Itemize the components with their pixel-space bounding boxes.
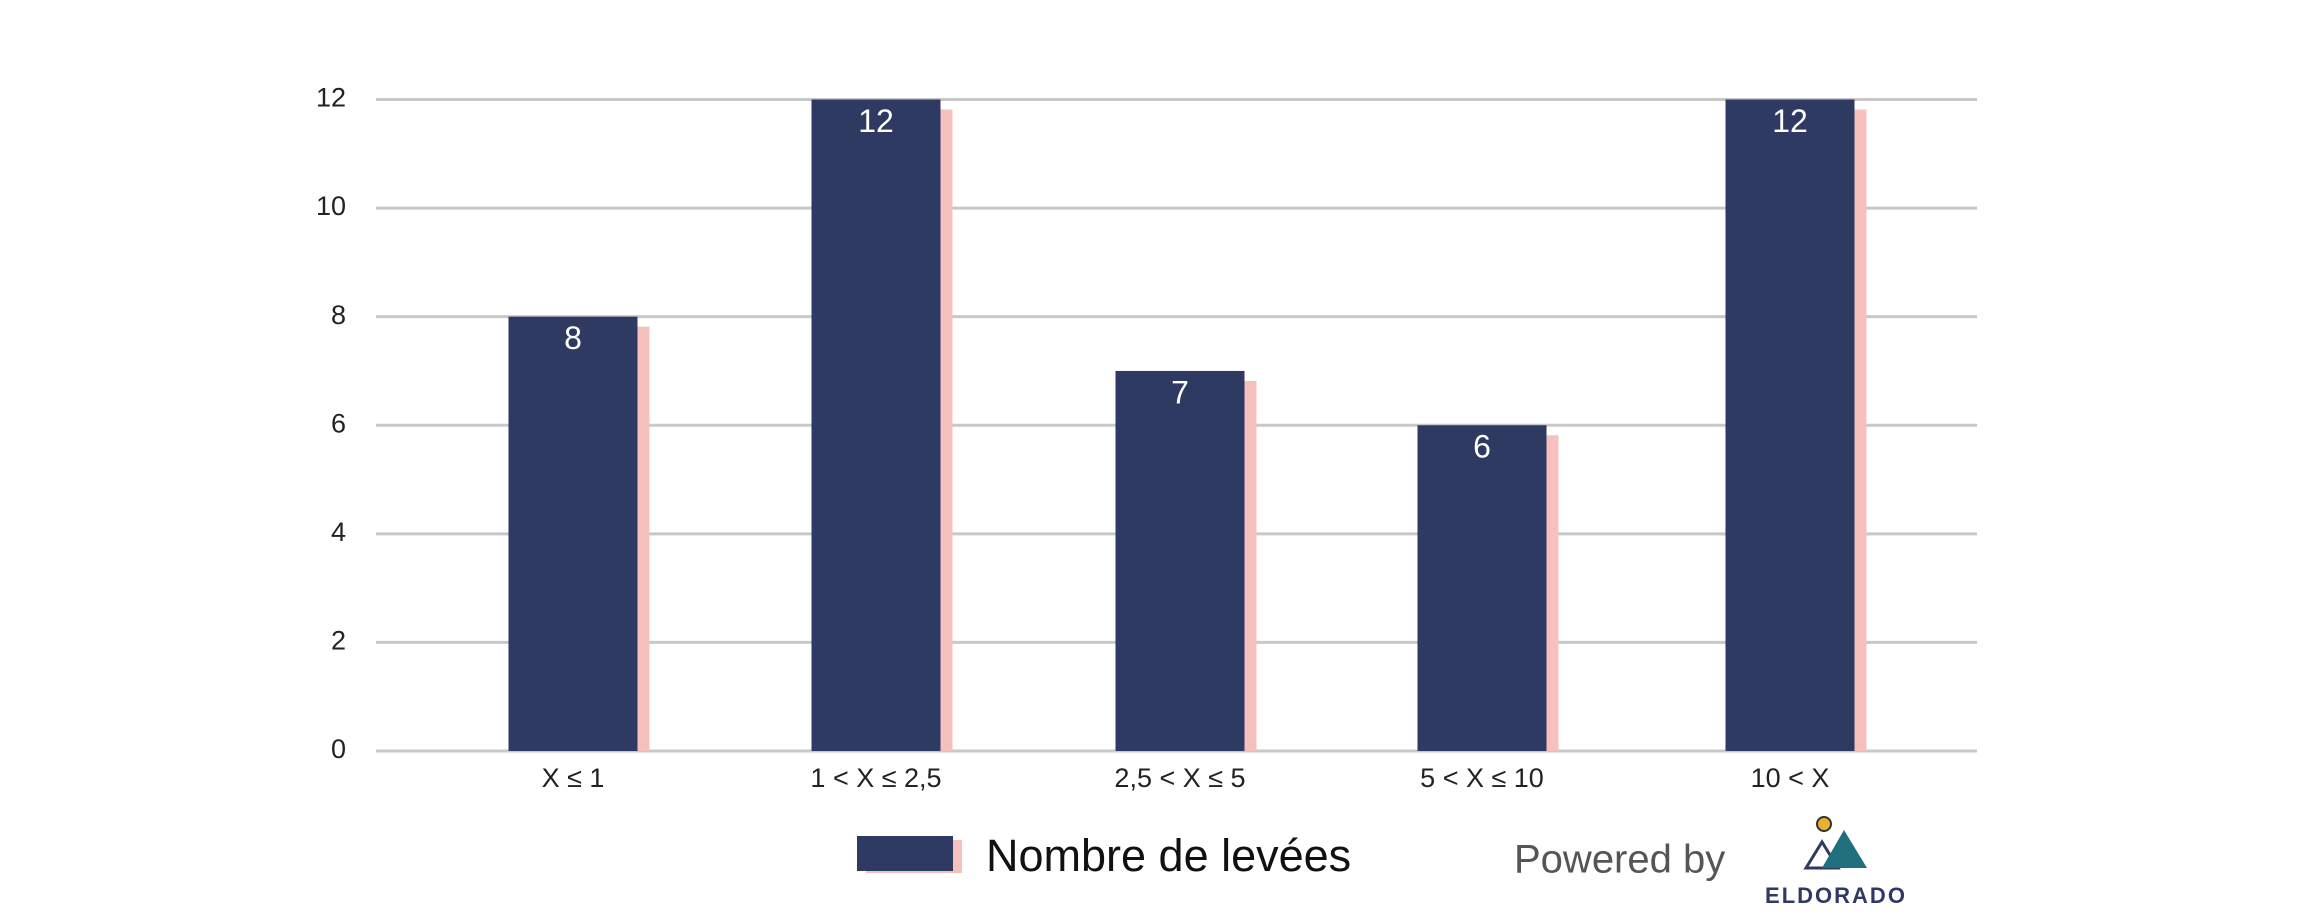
y-tick-label: 6 [331,408,346,438]
data-label: 7 [1171,374,1189,410]
bar [1115,370,1245,751]
x-tick-label: 1 < X ≤ 2,5 [810,763,941,793]
data-label: 8 [564,320,582,356]
data-label: 12 [1772,103,1808,139]
bar [1725,99,1855,751]
y-tick-label: 2 [331,626,346,656]
bar [508,316,638,751]
y-tick-label: 10 [316,191,346,221]
logo-text: ELDORADO [1765,883,1907,908]
logo-sun [1816,816,1832,832]
x-tick-label: X ≤ 1 [542,763,605,793]
y-tick-label: 4 [331,517,346,547]
y-tick-label: 8 [331,300,346,330]
y-tick-label: 12 [316,83,346,113]
data-label: 6 [1473,429,1491,465]
bar [811,99,941,751]
legend-label: Nombre de levées [986,830,1351,881]
x-tick-label: 2,5 < X ≤ 5 [1114,763,1245,793]
powered-by: Powered by [1514,838,1725,882]
bar [1417,425,1547,751]
x-tick-label: 10 < X [1751,763,1830,793]
legend-swatch [857,836,953,871]
y-tick-label: 0 [331,734,346,764]
data-label: 12 [858,103,894,139]
x-tick-label: 5 < X ≤ 10 [1420,763,1544,793]
logo-mountain [1822,830,1867,868]
logo [1803,816,1867,870]
